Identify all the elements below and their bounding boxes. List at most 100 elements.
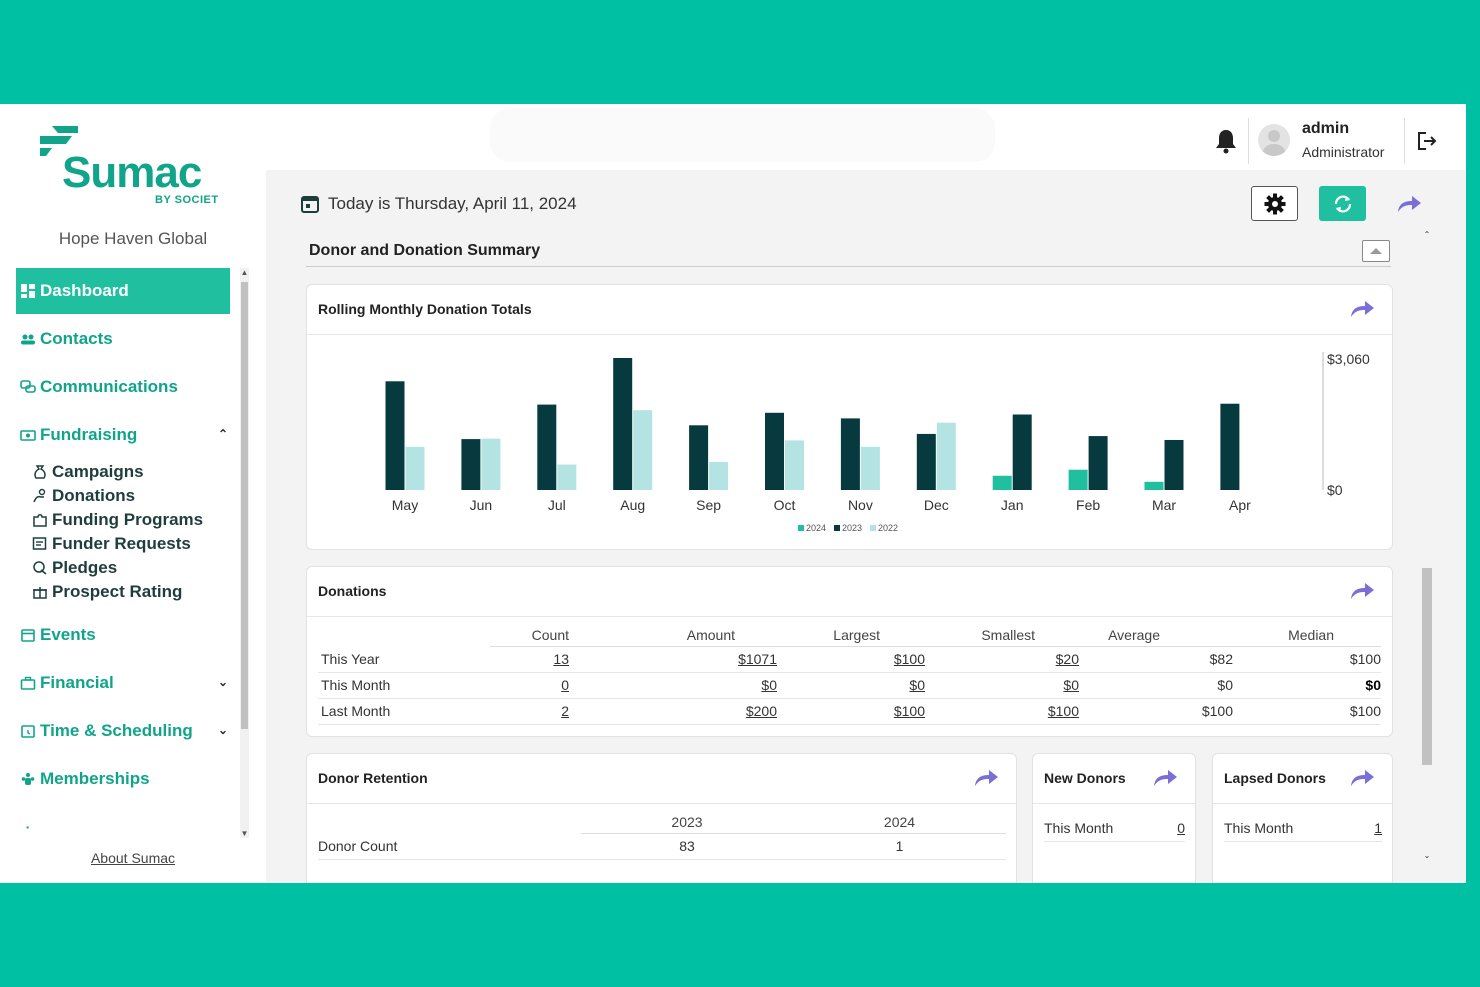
today-date: Today is Thursday, April 11, 2024 bbox=[300, 194, 577, 214]
sidebar-item-label: Financial bbox=[40, 673, 114, 692]
amount-link[interactable]: $200 bbox=[745, 703, 777, 719]
lapsed-donors-link[interactable]: 1 bbox=[1374, 819, 1382, 836]
calendar-icon bbox=[301, 196, 319, 213]
chevron-down-icon[interactable]: ⌄ bbox=[217, 723, 228, 737]
settings-button[interactable] bbox=[1251, 186, 1298, 221]
sidebar-subitem-funder-requests[interactable]: Funder Requests bbox=[32, 532, 191, 556]
legend-swatch bbox=[834, 525, 840, 531]
share-arrow-icon[interactable] bbox=[973, 768, 999, 788]
share-arrow-icon[interactable] bbox=[1349, 768, 1375, 788]
share-arrow-icon[interactable] bbox=[1349, 581, 1375, 601]
count-link[interactable]: 13 bbox=[553, 651, 569, 667]
header-search-area[interactable] bbox=[490, 108, 995, 162]
card-header: Rolling Monthly Donation Totals bbox=[307, 285, 1392, 335]
column-header: Count bbox=[490, 624, 571, 647]
column-header: Median bbox=[1233, 624, 1381, 647]
smallest-link[interactable]: $0 bbox=[1063, 677, 1079, 693]
sidebar-item-partial-hidden[interactable]: · bbox=[16, 804, 230, 836]
notification-bell-icon[interactable] bbox=[1214, 128, 1238, 154]
column-header: 2024 bbox=[793, 811, 1006, 834]
main-scrollbar[interactable]: ⌃ ⌄ bbox=[1421, 230, 1433, 860]
chart-bar bbox=[405, 446, 425, 490]
card-title: Rolling Monthly Donation Totals bbox=[318, 301, 532, 317]
largest-link[interactable]: $0 bbox=[909, 677, 925, 693]
amount-link[interactable]: $1071 bbox=[738, 651, 777, 667]
table-row: This Month 0 bbox=[1044, 815, 1185, 842]
sidebar-subitem-donations[interactable]: Donations bbox=[32, 484, 135, 508]
sidebar-item-memberships[interactable]: Memberships bbox=[16, 756, 230, 802]
scroll-down-arrow-icon[interactable]: ▼ bbox=[240, 829, 249, 838]
new-donors-table: This Month 0 bbox=[1044, 815, 1185, 842]
donations-table: Count Amount Largest Smallest Average Me… bbox=[318, 624, 1381, 725]
sidebar-subitem-funding-programs[interactable]: Funding Programs bbox=[32, 508, 203, 532]
sidebar-item-label: Memberships bbox=[40, 769, 150, 788]
sidebar-item-label: Fundraising bbox=[40, 425, 138, 444]
sidebar-item-contacts[interactable]: Contacts bbox=[16, 316, 230, 362]
sidebar-scrollbar[interactable]: ▲ ▼ bbox=[240, 268, 249, 838]
average-value: $0 bbox=[1079, 672, 1233, 699]
x-tick-label: Jan bbox=[1001, 497, 1024, 513]
x-tick-label: Aug bbox=[620, 497, 645, 513]
amount-link[interactable]: $0 bbox=[761, 677, 777, 693]
sidebar-item-communications[interactable]: Communications bbox=[16, 364, 230, 410]
share-arrow-icon[interactable] bbox=[1396, 194, 1422, 214]
smallest-link[interactable]: $100 bbox=[1047, 703, 1079, 719]
sidebar-item-events[interactable]: Events bbox=[16, 612, 230, 658]
sidebar-item-financial[interactable]: Financial ⌄ bbox=[16, 660, 230, 706]
chart-bar bbox=[709, 461, 729, 490]
largest-link[interactable]: $100 bbox=[893, 651, 925, 667]
scroll-up-arrow-icon[interactable]: ▲ bbox=[240, 268, 249, 277]
section-divider bbox=[306, 266, 1391, 267]
legend-label: 2022 bbox=[878, 523, 898, 533]
x-tick-label: Sep bbox=[696, 497, 721, 513]
chart-bar bbox=[461, 439, 481, 490]
share-arrow-icon[interactable] bbox=[1349, 299, 1375, 319]
sidebar-item-label: Time & Scheduling bbox=[40, 721, 193, 740]
today-text: Today is Thursday, April 11, 2024 bbox=[328, 194, 577, 213]
sumac-logo[interactable]: Sumac BY SOCIET bbox=[38, 122, 238, 212]
gift-icon bbox=[32, 584, 48, 600]
smallest-link[interactable]: $20 bbox=[1055, 651, 1079, 667]
chart-bar bbox=[936, 422, 956, 490]
row-label: This Month bbox=[1224, 815, 1366, 842]
logout-icon[interactable] bbox=[1416, 130, 1438, 152]
table-header-row: 2023 2024 bbox=[318, 811, 1006, 834]
chevron-up-icon[interactable]: ⌃ bbox=[217, 427, 228, 441]
largest-link[interactable]: $100 bbox=[893, 703, 925, 719]
scroll-down-arrow-icon[interactable]: ⌄ bbox=[1423, 851, 1431, 860]
refresh-button[interactable] bbox=[1319, 186, 1366, 221]
sidebar-item-time-scheduling[interactable]: Time & Scheduling ⌄ bbox=[16, 708, 230, 754]
sumac-logo-mark-icon bbox=[40, 126, 78, 156]
count-link[interactable]: 2 bbox=[561, 703, 569, 719]
new-donors-link[interactable]: 0 bbox=[1177, 819, 1185, 836]
sidebar-item-dashboard[interactable]: Dashboard bbox=[16, 268, 230, 314]
x-tick-label: May bbox=[392, 497, 418, 513]
sidebar-subitem-pledges[interactable]: Pledges bbox=[32, 556, 117, 580]
collapse-button[interactable] bbox=[1362, 240, 1390, 262]
chevron-down-icon[interactable]: ⌄ bbox=[217, 675, 228, 689]
user-name[interactable]: admin bbox=[1302, 120, 1350, 137]
scroll-up-arrow-icon[interactable]: ⌃ bbox=[1423, 230, 1431, 239]
table-row: This Month 0 $0 $0 $0 $0 $0 bbox=[318, 672, 1381, 699]
avatar[interactable] bbox=[1258, 124, 1290, 156]
chart-bar bbox=[1068, 469, 1088, 490]
header-divider bbox=[1404, 118, 1405, 164]
sidebar-subitem-label: Funder Requests bbox=[52, 534, 191, 553]
table-row: This Month 1 bbox=[1224, 815, 1382, 842]
card-title: New Donors bbox=[1044, 770, 1126, 786]
sidebar-scrollbar-thumb[interactable] bbox=[241, 282, 248, 729]
calendar-clock-icon bbox=[20, 723, 36, 739]
sidebar-subitem-campaigns[interactable]: Campaigns bbox=[32, 460, 144, 484]
card-header: Lapsed Donors bbox=[1213, 754, 1392, 804]
x-tick-label: Feb bbox=[1076, 497, 1100, 513]
sidebar-item-fundraising[interactable]: Fundraising ⌃ bbox=[16, 412, 230, 458]
main-scrollbar-thumb[interactable] bbox=[1422, 568, 1432, 765]
new-donors-card: New Donors This Month 0 bbox=[1032, 753, 1196, 883]
people-group-icon bbox=[20, 771, 36, 787]
chart-bar bbox=[860, 446, 880, 490]
donor-retention-card: Donor Retention 2023 2024 Donor Count bbox=[306, 753, 1017, 883]
count-link[interactable]: 0 bbox=[561, 677, 569, 693]
share-arrow-icon[interactable] bbox=[1152, 768, 1178, 788]
about-sumac-link[interactable]: About Sumac bbox=[90, 850, 176, 866]
sidebar-subitem-prospect-rating[interactable]: Prospect Rating bbox=[32, 580, 182, 604]
